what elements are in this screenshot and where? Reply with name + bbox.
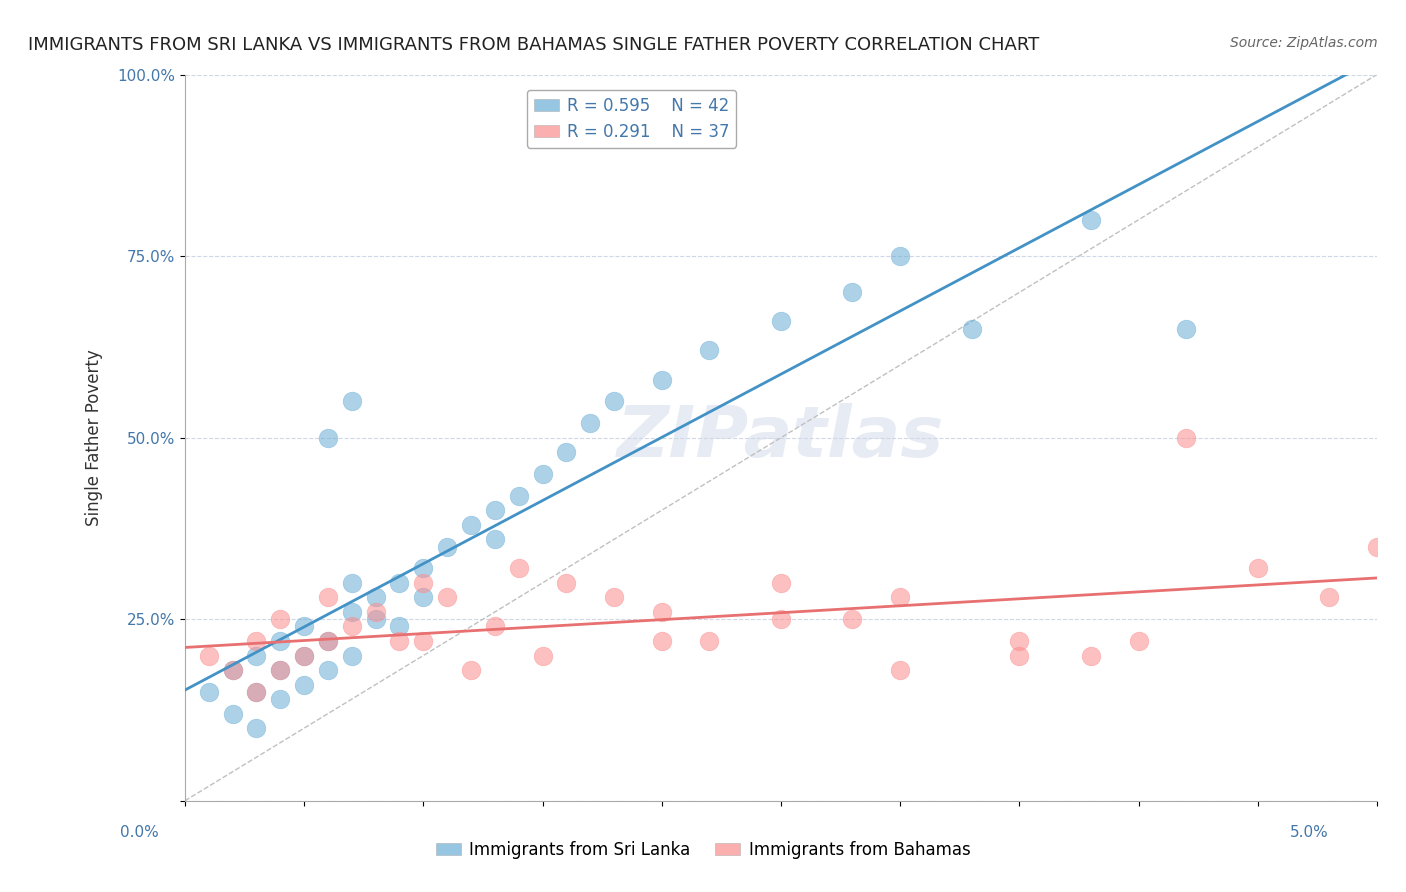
Point	[555, 445, 578, 459]
Point	[699, 343, 721, 358]
Point	[1008, 648, 1031, 663]
Point	[364, 612, 387, 626]
Point	[699, 634, 721, 648]
Point	[388, 634, 411, 648]
Legend: Immigrants from Sri Lanka, Immigrants from Bahamas: Immigrants from Sri Lanka, Immigrants fr…	[429, 835, 977, 866]
Point	[245, 634, 267, 648]
Point	[221, 706, 243, 721]
Point	[484, 503, 506, 517]
Point	[436, 591, 458, 605]
Point	[269, 634, 291, 648]
Point	[245, 685, 267, 699]
Text: 0.0%: 0.0%	[120, 825, 159, 839]
Point	[1317, 591, 1340, 605]
Point	[316, 431, 339, 445]
Point	[269, 612, 291, 626]
Point	[555, 575, 578, 590]
Point	[412, 634, 434, 648]
Point	[388, 575, 411, 590]
Point	[1175, 431, 1198, 445]
Point	[1080, 648, 1102, 663]
Point	[508, 489, 530, 503]
Point	[889, 249, 911, 263]
Point	[841, 612, 863, 626]
Point	[316, 663, 339, 677]
Point	[221, 663, 243, 677]
Point	[292, 648, 315, 663]
Point	[340, 648, 363, 663]
Point	[1365, 540, 1388, 554]
Point	[221, 663, 243, 677]
Point	[245, 648, 267, 663]
Point	[769, 314, 792, 328]
Point	[1175, 322, 1198, 336]
Point	[292, 648, 315, 663]
Text: ZIPatlas: ZIPatlas	[617, 403, 945, 472]
Point	[245, 721, 267, 735]
Point	[292, 619, 315, 633]
Point	[531, 648, 554, 663]
Point	[364, 591, 387, 605]
Point	[651, 605, 673, 619]
Point	[340, 619, 363, 633]
Point	[484, 619, 506, 633]
Text: 5.0%: 5.0%	[1289, 825, 1329, 839]
Point	[484, 533, 506, 547]
Point	[960, 322, 983, 336]
Point	[316, 591, 339, 605]
Point	[269, 692, 291, 706]
Point	[1247, 561, 1270, 575]
Point	[316, 634, 339, 648]
Text: Source: ZipAtlas.com: Source: ZipAtlas.com	[1230, 36, 1378, 50]
Point	[364, 605, 387, 619]
Point	[579, 416, 602, 430]
Point	[841, 285, 863, 300]
Point	[651, 373, 673, 387]
Point	[531, 467, 554, 481]
Point	[340, 394, 363, 409]
Point	[269, 663, 291, 677]
Legend: R = 0.595    N = 42, R = 0.291    N = 37: R = 0.595 N = 42, R = 0.291 N = 37	[527, 90, 737, 148]
Point	[197, 648, 219, 663]
Point	[245, 685, 267, 699]
Point	[769, 575, 792, 590]
Point	[603, 591, 626, 605]
Point	[292, 677, 315, 691]
Point	[436, 540, 458, 554]
Point	[340, 575, 363, 590]
Point	[412, 591, 434, 605]
Text: IMMIGRANTS FROM SRI LANKA VS IMMIGRANTS FROM BAHAMAS SINGLE FATHER POVERTY CORRE: IMMIGRANTS FROM SRI LANKA VS IMMIGRANTS …	[28, 36, 1039, 54]
Point	[1080, 212, 1102, 227]
Point	[1008, 634, 1031, 648]
Point	[651, 634, 673, 648]
Point	[412, 561, 434, 575]
Point	[460, 517, 482, 532]
Point	[603, 394, 626, 409]
Point	[1128, 634, 1150, 648]
Point	[412, 575, 434, 590]
Point	[889, 591, 911, 605]
Point	[460, 663, 482, 677]
Point	[388, 619, 411, 633]
Y-axis label: Single Father Poverty: Single Father Poverty	[86, 350, 103, 526]
Point	[889, 663, 911, 677]
Point	[508, 561, 530, 575]
Point	[316, 634, 339, 648]
Point	[769, 612, 792, 626]
Point	[197, 685, 219, 699]
Point	[340, 605, 363, 619]
Point	[269, 663, 291, 677]
